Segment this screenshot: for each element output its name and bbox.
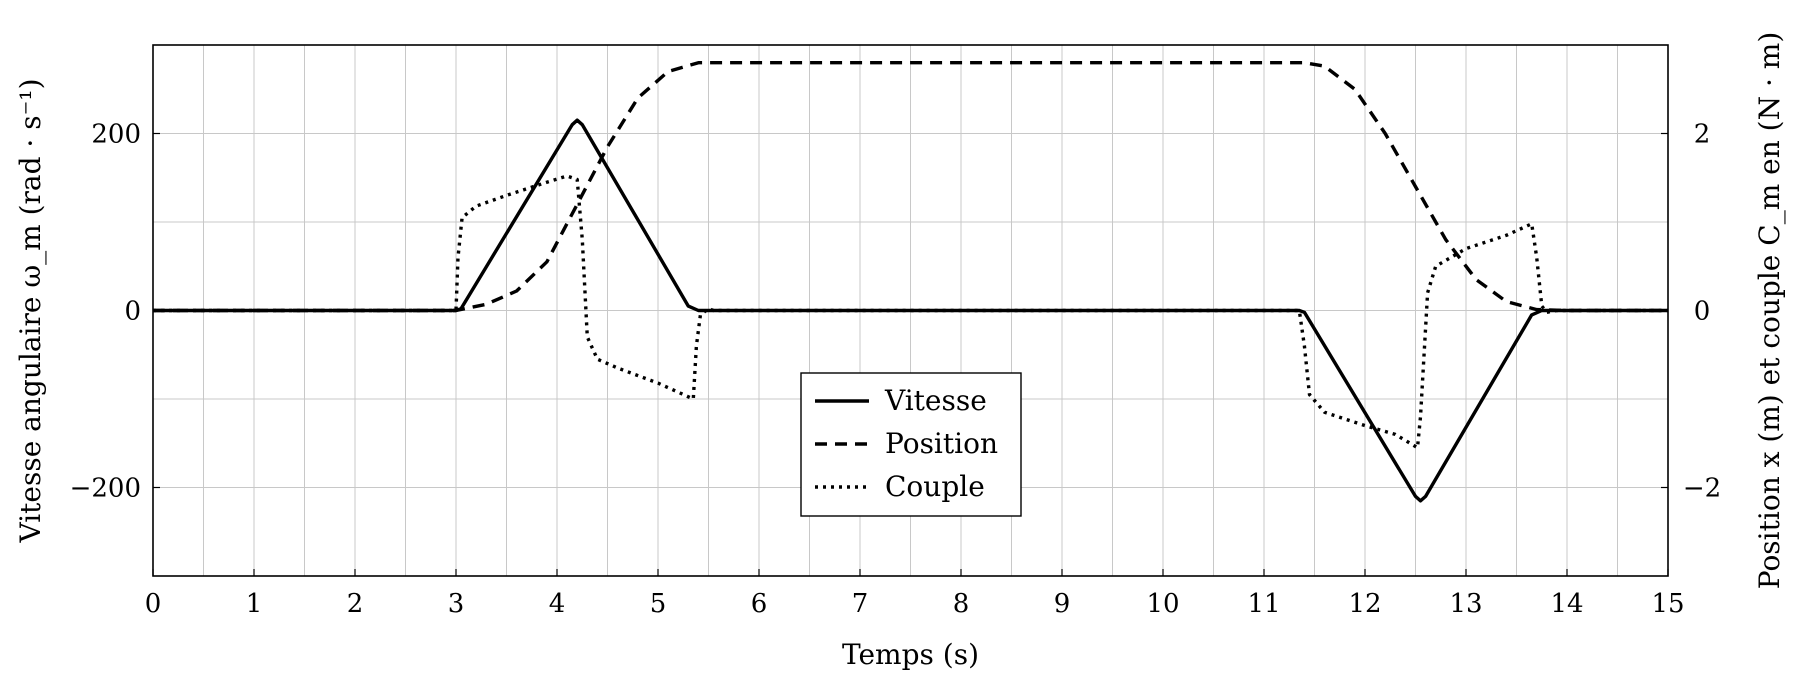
- x-axis-label: Temps (s): [842, 638, 979, 671]
- x-tick-label: 1: [246, 589, 263, 619]
- x-tick-label: 6: [751, 589, 768, 619]
- x-tick-label: 8: [953, 589, 970, 619]
- series-line-couple: [153, 174, 1668, 450]
- x-tick-label: 7: [852, 589, 869, 619]
- series-lines: [153, 61, 1668, 503]
- y-right-tick-label: 2: [1694, 120, 1711, 150]
- x-tick-labels: 0 1 2 3 4 5 6 7 8 9 10 11 12 13 14 15: [145, 569, 1685, 619]
- y-left-axis-label: Vitesse angulaire ω_m (rad · s⁻¹): [14, 78, 47, 543]
- y-right-tick-label: −2: [1683, 474, 1721, 504]
- x-tick-label: 14: [1550, 589, 1583, 619]
- y-left-tick-labels: 200 0 −200: [70, 120, 160, 504]
- x-tick-label: 12: [1348, 589, 1381, 619]
- x-tick-label: 10: [1146, 589, 1179, 619]
- x-tick-label: 11: [1247, 589, 1280, 619]
- y-left-tick-label: 0: [124, 297, 141, 327]
- x-tick-label: 15: [1651, 589, 1684, 619]
- x-tick-label: 5: [650, 589, 667, 619]
- y-right-tick-labels: 2 0 −2: [1661, 120, 1721, 504]
- legend: Vitesse Position Couple: [800, 372, 1022, 517]
- legend-label-couple: Couple: [885, 470, 985, 503]
- legend-label-vitesse: Vitesse: [884, 384, 987, 417]
- y-left-tick-label: 200: [91, 120, 141, 150]
- y-left-tick-label: −200: [70, 474, 141, 504]
- legend-label-position: Position: [885, 427, 998, 460]
- x-tick-label: 3: [448, 589, 465, 619]
- y-right-tick-label: 0: [1694, 297, 1711, 327]
- x-tick-label: 0: [145, 589, 162, 619]
- x-tick-label: 4: [549, 589, 566, 619]
- y-right-axis-label: Position x (m) et couple C_m en (N · m): [1753, 32, 1786, 590]
- x-tick-label: 2: [347, 589, 364, 619]
- x-tick-label: 9: [1054, 589, 1071, 619]
- x-tick-label: 13: [1449, 589, 1482, 619]
- series-line-position: [153, 61, 1668, 313]
